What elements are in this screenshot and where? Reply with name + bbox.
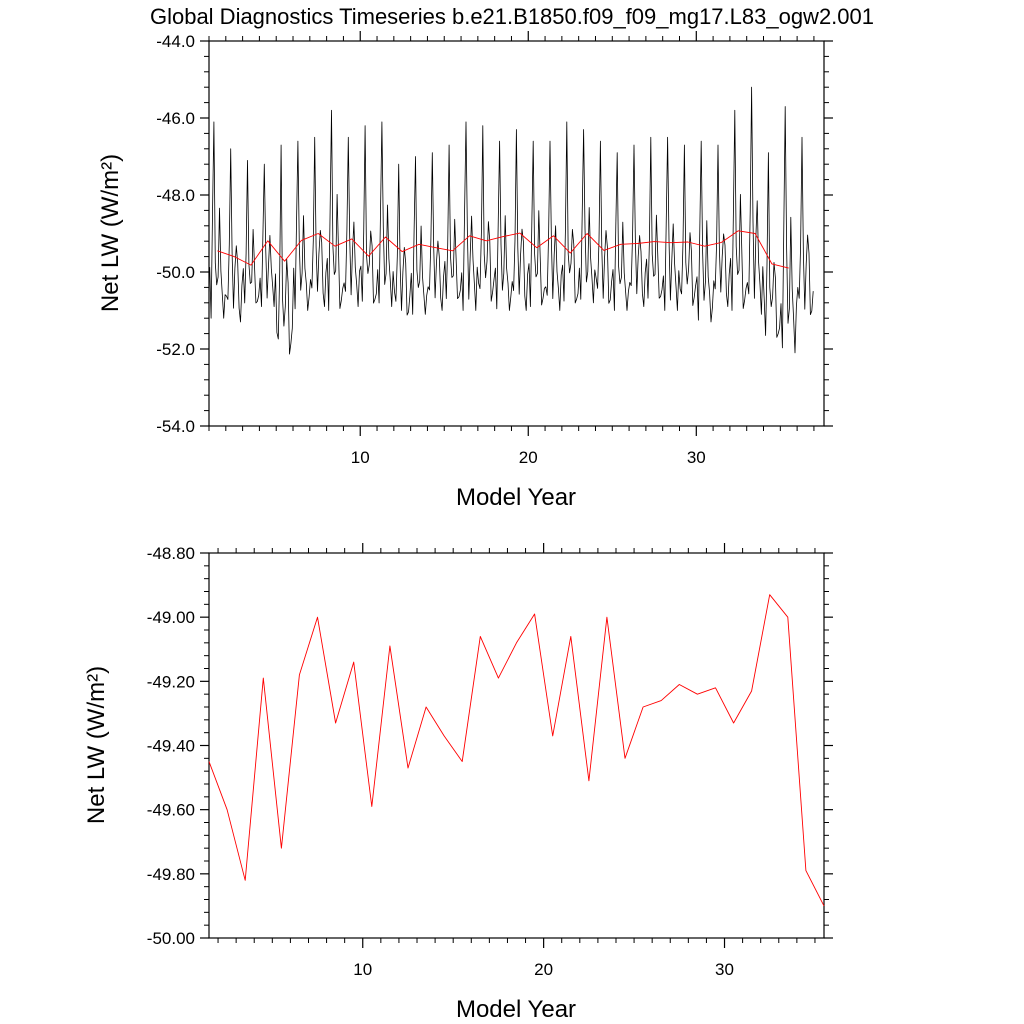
y-tick-label: -48.80	[147, 544, 195, 563]
y-tick-label: -52.0	[156, 340, 195, 359]
bottom-ticks: -50.00 -49.80 -49.60 -49.40 -49.20 -49.00 -48.…	[147, 543, 833, 979]
x-tick-label: 20	[519, 448, 538, 467]
bottom-plot-frame	[208, 552, 825, 939]
chart-title: Global Diagnostics Timeseries b.e21.B185…	[150, 4, 874, 29]
y-tick-label: -48.0	[156, 186, 195, 205]
bottom-x-axis-label: Model Year	[456, 996, 576, 1023]
bottom-panel: -50.00 -49.80 -49.60 -49.40 -49.20 -49.00 -48.…	[83, 543, 833, 1023]
y-tick-label: -49.00	[147, 608, 195, 627]
bottom-series	[208, 594, 825, 907]
annual-mean-series-line	[208, 594, 825, 907]
y-tick-label: -49.40	[147, 737, 195, 756]
bottom-y-axis-label: Net LW (W/m²)	[83, 666, 110, 824]
top-panel: -54.0 -52.0 -50.0 -48.0 -46.0 -44.0 10 20 30 Mod…	[97, 31, 833, 511]
top-plot-frame	[208, 40, 825, 427]
y-tick-label: -44.0	[156, 32, 195, 51]
y-tick-label: -49.80	[147, 865, 195, 884]
top-ticks: -54.0 -52.0 -50.0 -48.0 -46.0 -44.0 10 20 30	[156, 31, 833, 467]
top-x-axis-label: Model Year	[456, 484, 576, 511]
monthly-series-line	[209, 86, 814, 355]
x-tick-label: 10	[351, 448, 370, 467]
y-tick-label: -50.0	[156, 263, 195, 282]
y-tick-label: -50.00	[147, 929, 195, 948]
top-y-axis-label: Net LW (W/m²)	[97, 154, 124, 312]
y-tick-label: -49.20	[147, 672, 195, 691]
y-tick-label: -46.0	[156, 109, 195, 128]
x-tick-label: 30	[715, 960, 734, 979]
top-series	[209, 86, 814, 355]
x-tick-label: 20	[534, 960, 553, 979]
x-tick-label: 10	[353, 960, 372, 979]
annual-mean-series-line	[217, 230, 789, 269]
x-tick-label: 30	[687, 448, 706, 467]
y-tick-label: -49.60	[147, 801, 195, 820]
y-tick-label: -54.0	[156, 417, 195, 436]
